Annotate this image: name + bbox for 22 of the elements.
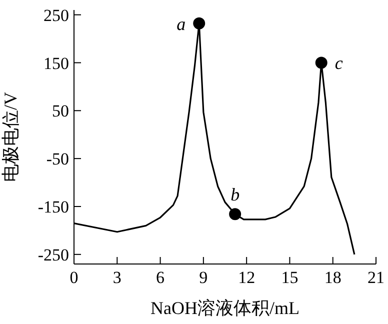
- y-tick-label: -150: [38, 198, 69, 217]
- point: [315, 56, 328, 69]
- x-tick-label: 15: [281, 268, 298, 288]
- x-tick-label: 0: [70, 268, 78, 288]
- x-axis-title: NaOH溶液体积/mL: [150, 298, 300, 318]
- x-tick-label: 6: [156, 268, 165, 288]
- y-tick-label: -50: [46, 150, 69, 169]
- y-tick-label: 150: [44, 54, 69, 73]
- y-tick-label: -250: [38, 245, 69, 264]
- annotation: c: [334, 53, 343, 74]
- annotation: b: [230, 184, 240, 205]
- y-tick-label: 250: [44, 6, 69, 25]
- annotation: a: [176, 14, 186, 34]
- x-tick-label: 18: [324, 268, 342, 288]
- point: [193, 17, 206, 30]
- point: [229, 208, 242, 220]
- y-axis-title: 电极电位/V: [0, 92, 20, 182]
- x-tick-label: 21: [368, 268, 384, 288]
- x-tick-label: 9: [199, 268, 208, 288]
- x-tick-label: 12: [238, 268, 256, 288]
- x-tick-label: 3: [112, 268, 122, 288]
- y-tick-label: 50: [52, 102, 69, 121]
